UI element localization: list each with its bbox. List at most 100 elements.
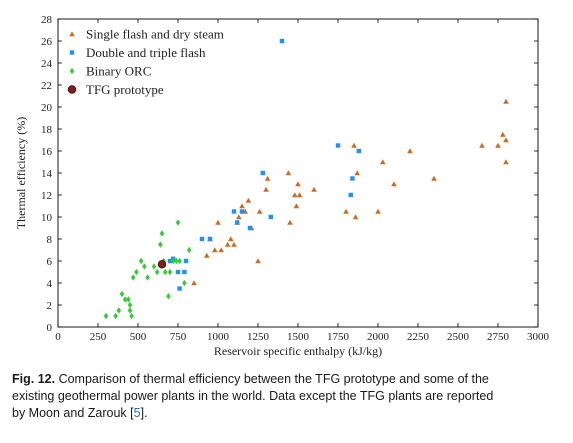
figure-label: Fig. 12. (12, 372, 56, 386)
binary-orc-point (103, 312, 109, 320)
double-and-triple-flash-point (239, 209, 245, 214)
y-tick-label: 16 (41, 146, 53, 158)
binary-orc-point (127, 307, 133, 314)
binary-orc-point (174, 257, 179, 265)
y-tick-label: 10 (41, 212, 53, 224)
single-flash-and-dry-steam-point (295, 181, 301, 187)
axis-ticks: 0 250 500 750 1000 1250 1500 1750 2000 2250 2500 27… (41, 14, 550, 343)
single-flash-and-dry-steam-point (191, 280, 197, 286)
legend-marker-tfg-prototype (67, 85, 77, 94)
binary-orc-point (116, 307, 122, 314)
y-tick-label: 6 (47, 256, 53, 268)
single-flash-and-dry-steam-point (239, 203, 245, 209)
double-and-triple-flash-point (348, 192, 353, 198)
caption-line-2: existing geothermal power plants in the … (12, 389, 494, 403)
double-and-triple-flash-point (231, 209, 237, 214)
single-flash-and-dry-steam-point (212, 247, 218, 253)
binary-orc-point (151, 263, 157, 270)
y-axis-title: Thermal efficiency (%) (14, 117, 28, 229)
double-and-triple-flash-point (356, 148, 361, 154)
binary-orc-point (162, 268, 168, 276)
single-flash-and-dry-steam-point (495, 142, 501, 148)
y-tick-label: 26 (41, 36, 53, 48)
x-tick-label: 1250 (247, 331, 270, 343)
y-tick-label: 4 (47, 278, 53, 290)
single-flash-and-dry-steam-point (503, 98, 509, 104)
y-tick-label: 28 (41, 14, 53, 26)
binary-orc-point (175, 219, 181, 226)
single-flash-and-dry-steam-point (407, 148, 413, 154)
plot-area (57, 18, 539, 328)
single-flash-and-dry-steam-point (503, 159, 509, 165)
double-and-triple-flash-point (199, 236, 205, 242)
legend: Single flash and dry steam Double and tri… (67, 27, 224, 97)
single-flash-and-dry-steam-point (285, 170, 292, 176)
caption-line-1: Comparison of thermal efficiency between… (58, 372, 489, 386)
single-flash-and-dry-steam-point (215, 219, 221, 225)
double-and-triple-flash-point (350, 176, 355, 181)
single-flash-and-dry-steam-point (292, 192, 298, 198)
single-flash-and-dry-steam-point (236, 214, 242, 220)
legend-marker-double-and-triple-flash (69, 50, 75, 55)
single-flash-and-dry-steam-point (204, 252, 210, 258)
double-and-triple-flash-point (260, 170, 265, 176)
binary-orc-point (154, 268, 160, 276)
legend-label: Binary ORC (86, 64, 151, 79)
y-tick-label: 18 (41, 124, 53, 136)
binary-orc-point (167, 268, 173, 276)
single-flash-and-dry-steam-point (264, 175, 271, 181)
legend-marker-single-flash-and-dry-steam (69, 31, 75, 37)
single-flash-and-dry-steam-point (231, 241, 237, 247)
caption-line-3-suffix: ]. (140, 406, 148, 420)
double-and-triple-flash-point (268, 214, 273, 220)
single-flash-and-dry-steam-point (380, 159, 386, 165)
legend-label: Double and triple flash (86, 45, 206, 60)
binary-orc-point (170, 257, 176, 265)
caption-line-3-prefix: by Moon and Zarouk [ (12, 406, 134, 420)
binary-orc-point (138, 257, 144, 265)
double-and-triple-flash-point (247, 225, 253, 231)
binary-orc-point (142, 263, 147, 270)
x-tick-label: 2500 (447, 331, 470, 343)
double-and-triple-flash-point (279, 38, 285, 44)
binary-orc-point (134, 268, 139, 276)
double-and-triple-flash-point (207, 236, 213, 242)
binary-orc-point (177, 257, 182, 265)
binary-orc-point (166, 293, 171, 300)
y-tick-label: 24 (41, 58, 53, 70)
y-tick-label: 2 (47, 300, 53, 312)
legend-label: Single flash and dry steam (86, 27, 224, 42)
scatter-chart: 0 250 500 750 1000 1250 1500 1750 2000 2250 2500 27… (14, 14, 550, 358)
reference-link[interactable]: 5 (133, 406, 141, 420)
binary-orc-point (186, 246, 192, 254)
single-flash-and-dry-steam-point (296, 192, 303, 198)
single-flash-and-dry-steam-point (500, 131, 506, 137)
figure-caption: Fig. 12. Comparison of thermal efficienc… (12, 371, 564, 422)
x-tick-label: 250 (90, 331, 107, 343)
x-tick-label: 0 (55, 331, 61, 343)
single-flash-and-dry-steam-point (293, 203, 300, 209)
single-flash-and-dry-steam-point (354, 170, 360, 176)
x-tick-label: 1500 (287, 331, 310, 343)
double-and-triple-flash-point (175, 269, 181, 275)
single-flash-and-dry-steam-point (256, 208, 263, 214)
single-flash-and-dry-steam-point (245, 197, 252, 203)
binary-orc-point (122, 296, 128, 303)
binary-orc-point (182, 279, 187, 287)
y-tick-label: 12 (41, 190, 52, 202)
double-and-triple-flash-point (182, 269, 187, 275)
single-flash-and-dry-steam-point (263, 186, 269, 192)
binary-orc-point (130, 274, 136, 281)
single-flash-and-dry-steam-point (255, 258, 261, 264)
data-points (103, 38, 509, 320)
y-tick-label: 8 (47, 234, 53, 246)
single-flash-and-dry-steam-point (375, 208, 381, 214)
tfg-prototype-point (157, 260, 167, 269)
binary-orc-point (127, 301, 133, 309)
legend-marker-binary-orc (69, 67, 75, 75)
double-and-triple-flash-point (235, 220, 240, 225)
single-flash-and-dry-steam-point (343, 208, 349, 214)
binary-orc-point (145, 274, 150, 281)
binary-orc-point (119, 290, 125, 298)
